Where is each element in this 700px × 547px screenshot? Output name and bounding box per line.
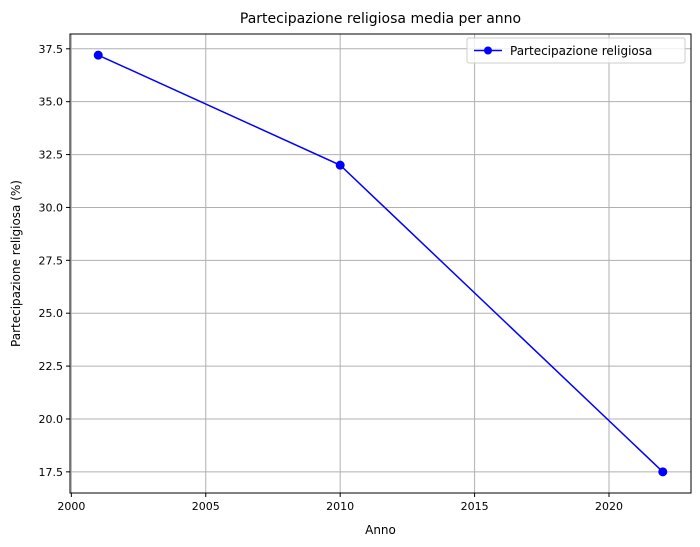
data-point: [335, 160, 345, 170]
y-axis-label: Partecipazione religiosa (%): [9, 180, 23, 347]
data-point: [93, 50, 103, 60]
x-tick-label: 2000: [57, 500, 85, 513]
x-tick-label: 2015: [461, 500, 489, 513]
legend-box: [466, 37, 686, 64]
y-axis-ticks: 17.5 20.0 22.5 25.0 27.5 30.0 32.5 35.0 37.5: [39, 43, 70, 479]
y-tick-label: 35.0: [39, 96, 64, 109]
y-tick-label: 20.0: [39, 413, 64, 426]
series-layer: [93, 50, 668, 477]
y-tick-label: 27.5: [39, 254, 64, 267]
legend-marker-sample: [484, 46, 492, 55]
plot-frame: [69, 33, 692, 494]
x-tick-label: 2010: [326, 500, 354, 513]
y-tick-label: 32.5: [39, 149, 64, 162]
x-axis-label: Anno: [365, 523, 396, 537]
chart-title: Partecipazione religiosa media per anno: [240, 11, 521, 27]
y-tick-label: 30.0: [39, 201, 64, 214]
x-axis-ticks: 2000 2005 2010 2015 2020: [57, 493, 623, 513]
legend: Partecipazione religiosa: [466, 37, 686, 64]
legend-label: Partecipazione religiosa: [510, 44, 652, 58]
x-tick-label: 2005: [192, 500, 220, 513]
data-point: [658, 467, 668, 477]
y-tick-label: 37.5: [39, 43, 64, 56]
y-tick-label: 17.5: [39, 466, 64, 479]
y-tick-label: 25.0: [39, 307, 64, 320]
y-tick-label: 22.5: [39, 360, 64, 373]
x-tick-label: 2020: [595, 500, 623, 513]
